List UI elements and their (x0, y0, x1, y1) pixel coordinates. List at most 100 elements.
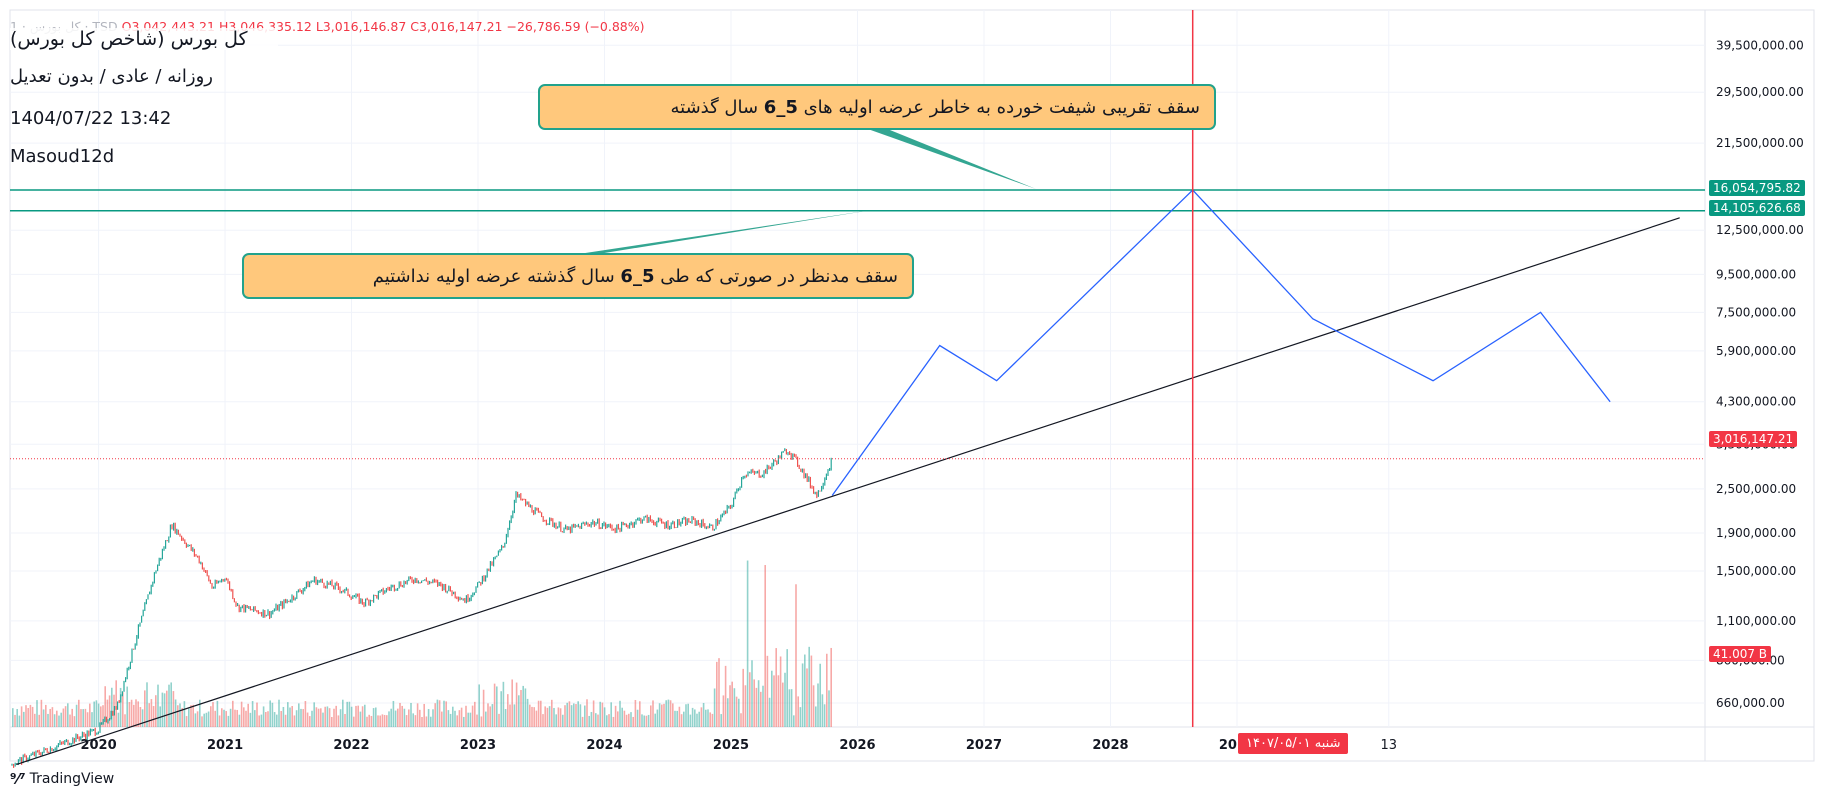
note-bottom[interactable]: سقف مدنظر در صورتی که طی 5_6 سال گذشته ع… (242, 253, 914, 299)
volume-bar (643, 715, 645, 727)
volume-bar (764, 565, 766, 727)
volume-bar (782, 682, 784, 727)
volume-bar (97, 703, 100, 727)
volume-bar (496, 686, 498, 727)
volume-bar (51, 707, 54, 727)
volume-bar (436, 699, 439, 727)
volume-bar (817, 683, 819, 727)
volume-bar (749, 672, 751, 727)
volume-bar (38, 714, 40, 727)
volume-bar (485, 711, 487, 727)
volume-bar (716, 661, 718, 727)
volume-bar (254, 710, 256, 727)
volume-bar (377, 715, 379, 727)
volume-bar (313, 702, 315, 727)
y-tick-label: 4,300,000.00 (1716, 395, 1796, 409)
volume-bar (478, 684, 480, 727)
volume-bar (731, 681, 733, 727)
y-tick-label: 1,500,000.00 (1716, 564, 1796, 578)
volume-bar (67, 703, 69, 727)
volume-bar (513, 704, 516, 727)
tradingview-logo[interactable]: ⁹⁄⁷ TradingView (10, 770, 114, 788)
volume-bar (698, 711, 700, 727)
volume-bar (775, 648, 777, 727)
y-tick-label: 660,000.00 (1716, 696, 1785, 710)
volume-bar (432, 709, 434, 727)
volume-bar (333, 708, 335, 727)
trendline[interactable] (16, 217, 1680, 766)
volume-bar (412, 713, 414, 727)
volume-bar (234, 709, 236, 727)
volume-bar (419, 709, 421, 727)
volume-bar (168, 684, 170, 727)
volume-bar (267, 711, 269, 727)
volume-bar (45, 704, 47, 727)
note-top-text-b: سال گذشته (670, 96, 759, 118)
volume-bar (243, 707, 245, 727)
volume-bar (216, 700, 219, 727)
volume-bar (751, 660, 753, 727)
volume-bar (315, 707, 318, 727)
volume-bar (276, 714, 278, 727)
volume-bar (760, 691, 762, 727)
volume-bar (280, 710, 282, 727)
volume-bar (645, 715, 648, 727)
volume-bar (548, 706, 551, 727)
volume-bar (111, 687, 113, 727)
volume-bar (326, 706, 329, 727)
volume-bar (570, 705, 573, 727)
volume-bar (317, 708, 320, 727)
volume-bar (199, 699, 201, 727)
volume-bar (240, 701, 243, 727)
volume-bar (350, 706, 353, 727)
volume-bar (434, 703, 436, 727)
volume-bar (155, 695, 157, 727)
volume-bar (705, 709, 707, 727)
volume-bar (188, 708, 190, 727)
volume-bar (601, 702, 604, 727)
volume-bar (293, 715, 296, 727)
volume-bar (562, 714, 564, 727)
volume-bar (674, 710, 676, 727)
note-top[interactable]: سقف تقریبی شیفت خورده به خاطر عرضه اولیه… (538, 84, 1216, 130)
volume-bar (449, 713, 452, 727)
volume-bar (718, 658, 720, 727)
volume-bar (808, 646, 810, 727)
volume-bar (768, 697, 771, 727)
volume-bar (212, 702, 214, 727)
volume-bar (590, 711, 593, 727)
volume-bar (295, 710, 298, 727)
volume-bar (170, 682, 172, 727)
volume-bar (518, 695, 520, 727)
volume-bar (788, 689, 791, 727)
volume-bar (676, 710, 678, 727)
y-tick-label: 7,500,000.00 (1716, 305, 1796, 319)
volume-bar (828, 690, 830, 727)
volume-bar (652, 700, 654, 727)
volume-bar (790, 689, 793, 727)
volume-bar (786, 649, 788, 727)
volume-bar (348, 701, 351, 727)
volume-bar (577, 701, 579, 727)
volume-bar (810, 655, 813, 727)
volume-bar (509, 704, 511, 727)
volume-bar (106, 699, 109, 727)
volume-bar (203, 713, 205, 727)
x-tick-label: 2024 (586, 738, 622, 753)
volume-bar (410, 702, 412, 727)
volume-bar (603, 707, 606, 727)
volume-bar (23, 711, 25, 727)
volume-bar (47, 713, 49, 727)
volume-bar (540, 700, 542, 727)
volume-bar (608, 714, 610, 727)
volume-bar (210, 706, 212, 727)
volume-bar (650, 705, 652, 727)
volume-bar (511, 679, 513, 727)
volume-bar (588, 715, 590, 727)
volume-bar (702, 702, 705, 727)
volume-bar (599, 701, 601, 727)
volume-bar (610, 702, 612, 727)
projection-path[interactable] (831, 189, 1611, 496)
volume-bar (102, 705, 104, 727)
